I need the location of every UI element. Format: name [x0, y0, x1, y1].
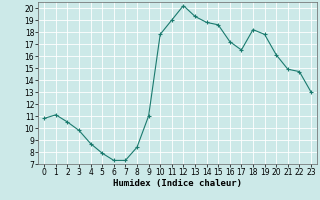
X-axis label: Humidex (Indice chaleur): Humidex (Indice chaleur) — [113, 179, 242, 188]
